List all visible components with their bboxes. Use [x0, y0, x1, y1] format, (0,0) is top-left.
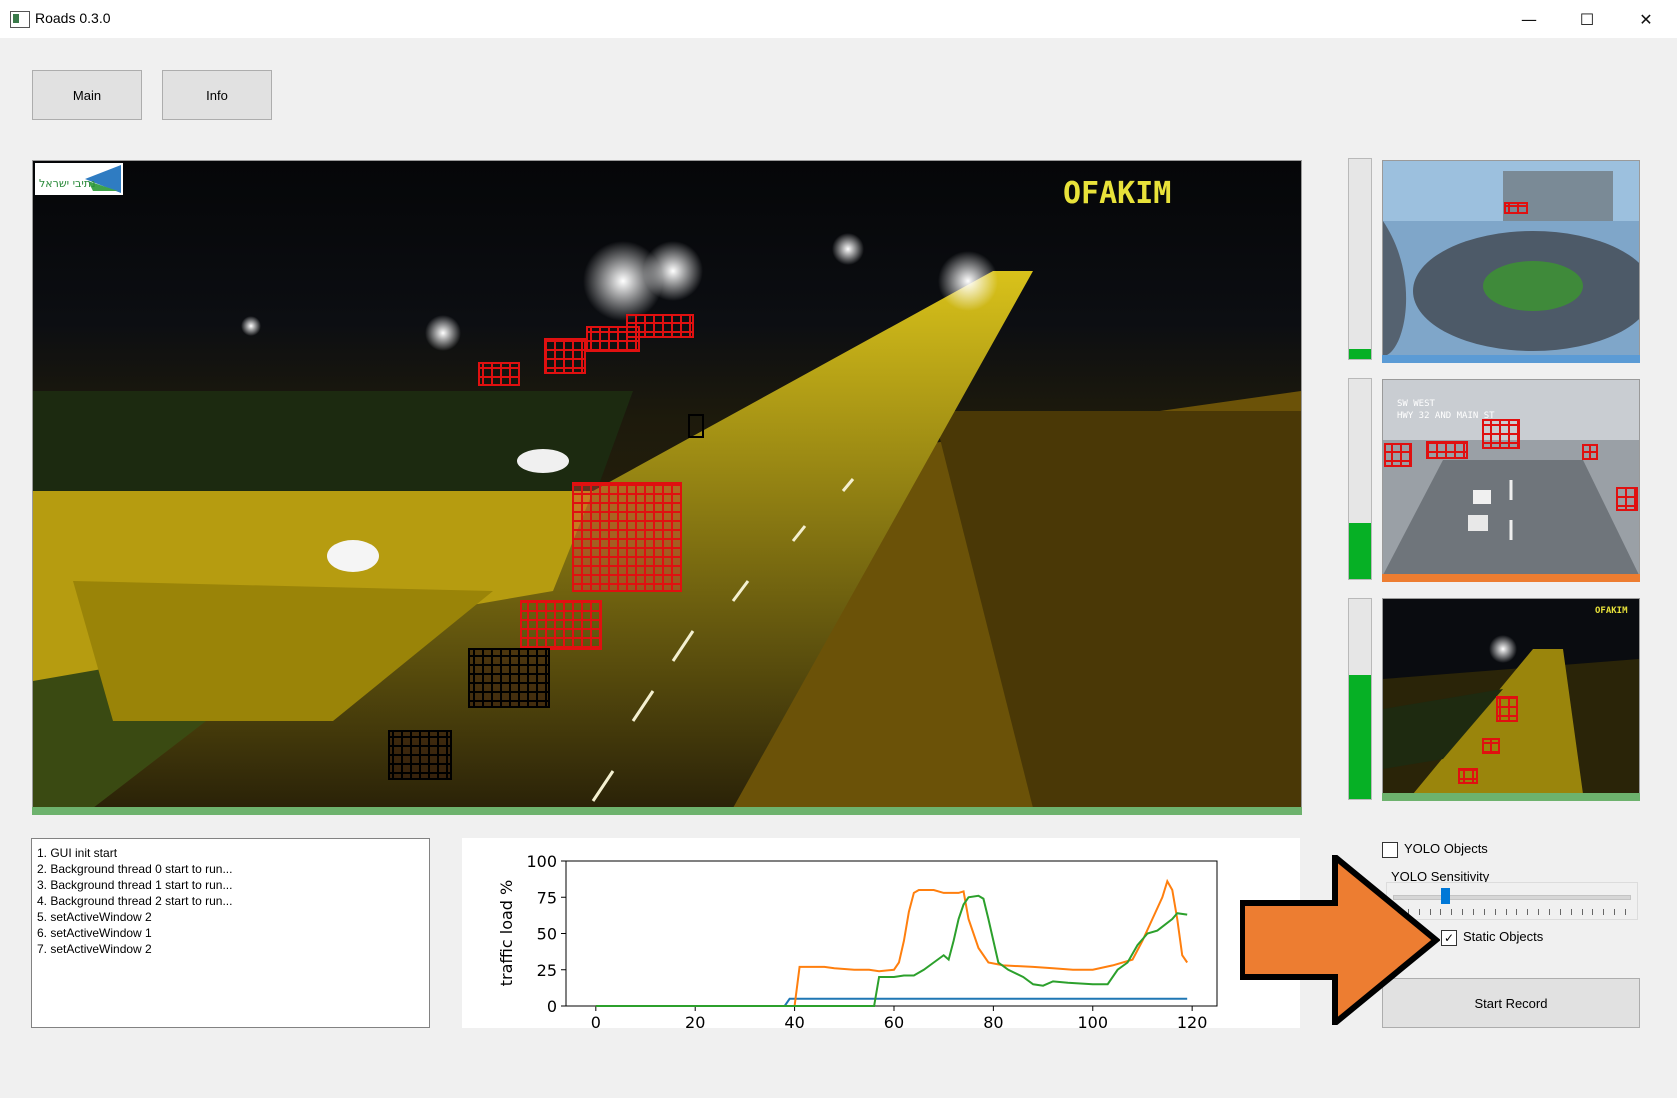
slider-handle[interactable]: [1440, 888, 1450, 904]
y-tick-label: 100: [526, 852, 557, 871]
slider-tick: [1451, 909, 1453, 915]
slider-tick: [1483, 909, 1485, 915]
camera-thumbnail-3-status-bar: [1382, 793, 1640, 801]
y-tick-label: 50: [537, 925, 557, 944]
app-icon: [10, 11, 30, 28]
slider-tick: [1418, 909, 1420, 915]
slider-tick: [1614, 909, 1616, 915]
traffic-load-chart: 0 20 40 60 80 100 120 0 25 50 75 100 traffic load %: [462, 838, 1300, 1032]
main-camera-image: נתיבי ישראל OFAKIM: [33, 161, 1301, 808]
series-line-cam0: [595, 997, 1188, 1007]
camera-thumbnail-1-status-bar: [1382, 355, 1640, 363]
highlight-arrow-icon: [1240, 855, 1440, 1025]
y-tick-label: 75: [537, 888, 557, 907]
slider-tick: [1581, 909, 1583, 915]
slider-tick: [1440, 909, 1442, 915]
slider-tick: [1505, 909, 1507, 915]
checkmark-icon: ✓: [1443, 931, 1455, 945]
slider-tick: [1592, 909, 1594, 915]
chart-y-axis-label: traffic load %: [497, 880, 516, 987]
camera-thumbnail-1-image: [1383, 161, 1639, 356]
x-tick-label: 80: [983, 1013, 1003, 1028]
slider-tick: [1407, 909, 1409, 915]
camera-thumbnail-2-image: SW WEST HWY 32 AND MAIN ST: [1383, 380, 1639, 575]
camera-thumbnail-1[interactable]: [1382, 160, 1640, 357]
y-tick-label: 0: [547, 997, 557, 1016]
slider-tick: [1559, 909, 1561, 915]
yolo-sensitivity-slider[interactable]: [1386, 882, 1638, 920]
slider-tick: [1516, 909, 1518, 915]
slider-tick: [1462, 909, 1464, 915]
x-tick-label: 60: [884, 1013, 904, 1028]
highway-logo: נתיבי ישראל: [39, 177, 95, 190]
thumbnail-2-overlay-line1: SW WEST: [1397, 399, 1436, 409]
y-tick-label: 25: [537, 961, 557, 980]
static-objects-checkbox[interactable]: ✓: [1441, 930, 1457, 946]
log-line: 2. Background thread 0 start to run...: [37, 862, 233, 876]
yolo-sensitivity-label: YOLO Sensitivity: [1391, 869, 1490, 884]
slider-tick: [1625, 909, 1626, 915]
slider-tick: [1473, 909, 1474, 915]
log-line: 4. Background thread 2 start to run...: [37, 894, 233, 908]
log-line: 3. Background thread 1 start to run...: [37, 878, 233, 892]
x-tick-label: 120: [1177, 1013, 1208, 1028]
series-line-cam2: [595, 894, 1188, 1007]
camera-2-load-fill: [1349, 523, 1371, 579]
thumbnail-3-camera-name: OFAKIM: [1595, 606, 1628, 616]
thumbnail-2-overlay-line2: HWY 32 AND MAIN ST: [1397, 411, 1495, 421]
window-title: Roads 0.3.0: [35, 10, 111, 26]
x-tick-label: 0: [591, 1013, 601, 1028]
main-camera-feed[interactable]: נתיבי ישראל OFAKIM: [32, 160, 1302, 809]
close-button[interactable]: ✕: [1639, 9, 1653, 29]
x-tick-label: 100: [1077, 1013, 1108, 1028]
slider-tick: [1549, 909, 1550, 915]
camera-2-load-meter: [1348, 378, 1372, 580]
log-line: 7. setActiveWindow 2: [37, 942, 152, 956]
camera-thumbnail-2[interactable]: SW WEST HWY 32 AND MAIN ST: [1382, 379, 1640, 576]
camera-3-load-meter: [1348, 598, 1372, 800]
main-feed-status-bar: [32, 807, 1302, 815]
slider-tick: [1570, 909, 1572, 915]
chart-plot-frame: [565, 860, 1218, 1007]
slider-tick: [1429, 909, 1431, 915]
slider-tick: [1494, 909, 1496, 915]
start-record-button[interactable]: Start Record: [1382, 978, 1640, 1028]
static-objects-label: Static Objects: [1463, 929, 1544, 944]
slider-tick: [1538, 909, 1540, 915]
camera-thumbnail-3-image: OFAKIM: [1383, 599, 1639, 794]
camera-1-load-meter: [1348, 158, 1372, 360]
event-log[interactable]: 1. GUI init start 2. Background thread 0…: [31, 838, 430, 1028]
x-tick-label: 40: [784, 1013, 804, 1028]
minimize-button[interactable]: —: [1521, 9, 1537, 29]
log-line: 1. GUI init start: [37, 846, 118, 860]
log-line: 6. setActiveWindow 1: [37, 926, 152, 940]
slider-tick: [1527, 909, 1529, 915]
slider-groove: [1393, 895, 1631, 900]
series-line-cam1: [595, 878, 1189, 1007]
maximize-button[interactable]: ☐: [1579, 9, 1595, 29]
camera-1-load-fill: [1349, 349, 1371, 359]
yolo-objects-checkbox[interactable]: [1382, 842, 1398, 858]
camera-name-label: OFAKIM: [1063, 176, 1171, 211]
info-tab-button[interactable]: Info: [162, 70, 272, 120]
camera-thumbnail-2-status-bar: [1382, 574, 1640, 582]
camera-3-load-fill: [1349, 675, 1371, 799]
log-line: 5. setActiveWindow 2: [37, 910, 152, 924]
yolo-objects-label: YOLO Objects: [1404, 841, 1488, 856]
traffic-load-chart-svg: 0 20 40 60 80 100 120 0 25 50 75 100 traffic load %: [497, 852, 1218, 1032]
camera-thumbnail-3[interactable]: OFAKIM: [1382, 598, 1640, 795]
x-tick-label: 20: [685, 1013, 705, 1028]
main-tab-button[interactable]: Main: [32, 70, 142, 120]
slider-tick: [1603, 909, 1605, 915]
title-bar: Roads 0.3.0 — ☐ ✕: [0, 0, 1677, 38]
